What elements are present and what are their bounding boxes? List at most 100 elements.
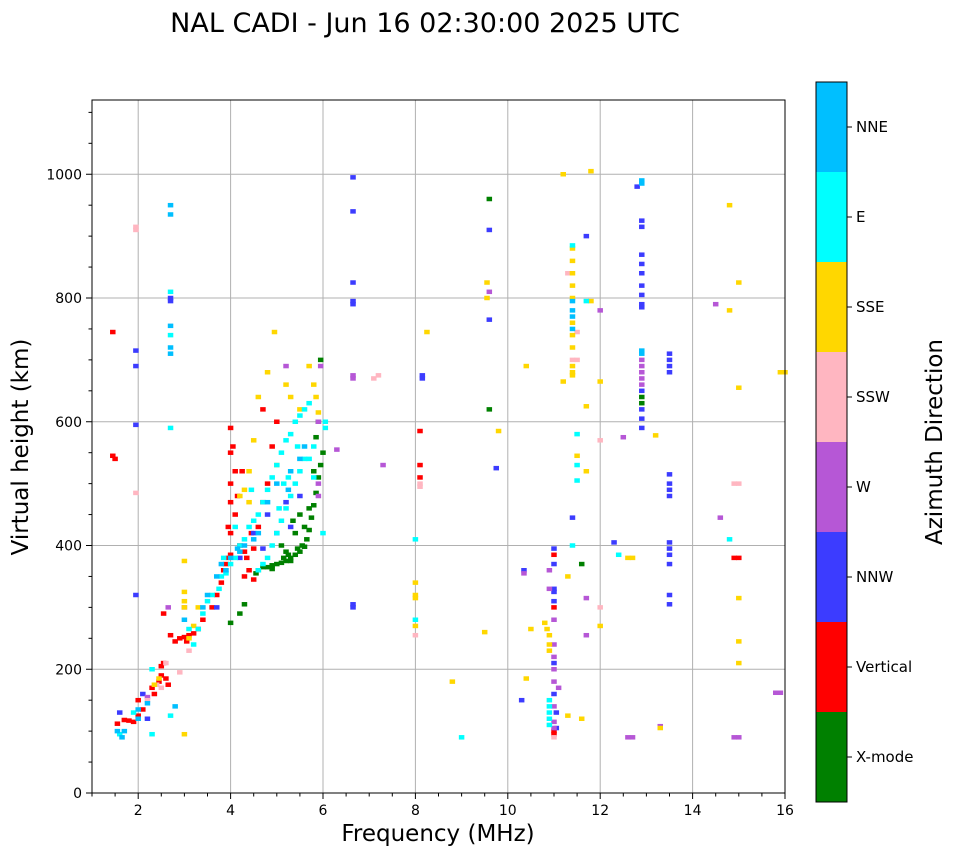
data-point xyxy=(311,475,317,480)
data-point xyxy=(264,499,271,505)
data-point xyxy=(183,639,190,644)
colorbar-swatch-sse xyxy=(816,262,847,352)
data-point xyxy=(666,472,673,477)
data-point xyxy=(486,227,493,233)
data-point xyxy=(736,639,742,644)
data-point xyxy=(181,598,188,604)
data-point xyxy=(227,499,234,505)
data-point xyxy=(241,487,248,493)
data-point xyxy=(518,697,525,703)
data-point xyxy=(736,555,742,561)
data-point xyxy=(264,512,271,517)
data-point xyxy=(276,506,282,511)
data-point xyxy=(424,329,430,335)
data-point xyxy=(204,598,211,604)
data-point xyxy=(773,690,779,696)
data-point xyxy=(241,549,248,554)
data-point xyxy=(569,326,576,332)
data-point xyxy=(639,348,645,353)
data-point xyxy=(320,450,326,455)
data-point xyxy=(565,271,571,276)
data-point xyxy=(578,716,585,721)
data-point xyxy=(160,611,167,616)
colorbar-swatch-e xyxy=(816,172,847,262)
data-point xyxy=(283,363,289,369)
data-point xyxy=(666,546,673,551)
data-point xyxy=(294,546,301,551)
data-point xyxy=(167,351,174,356)
data-point xyxy=(574,357,580,363)
data-point xyxy=(639,363,645,369)
data-point xyxy=(227,620,234,626)
data-point xyxy=(313,490,319,496)
colorbar-swatch-x-mode xyxy=(816,712,847,802)
data-point xyxy=(311,382,317,387)
x-tick-label: 2 xyxy=(134,803,143,819)
data-point xyxy=(177,670,183,675)
data-point xyxy=(283,549,289,554)
data-point xyxy=(241,574,248,579)
data-point xyxy=(551,667,557,672)
data-point xyxy=(639,292,645,298)
data-point xyxy=(227,530,234,536)
data-point xyxy=(412,632,419,638)
data-point xyxy=(484,295,490,301)
data-point xyxy=(190,623,197,629)
data-point xyxy=(301,407,308,412)
data-point xyxy=(110,329,116,335)
data-point xyxy=(283,506,289,511)
data-point xyxy=(130,710,137,715)
data-point xyxy=(574,453,580,459)
data-point xyxy=(569,243,576,248)
data-point xyxy=(172,639,178,644)
data-point xyxy=(167,212,174,217)
data-point xyxy=(777,370,784,375)
data-point xyxy=(269,563,275,568)
data-point xyxy=(726,537,733,542)
colorbar-swatch-ssw xyxy=(816,352,847,442)
data-point xyxy=(165,682,171,687)
data-point xyxy=(419,376,426,381)
data-point xyxy=(306,506,312,511)
data-point xyxy=(177,636,183,641)
data-point xyxy=(317,363,324,369)
data-point xyxy=(250,438,257,443)
data-point xyxy=(237,543,243,548)
series-vertical xyxy=(110,329,742,737)
data-point xyxy=(528,626,534,632)
data-point xyxy=(114,721,121,726)
colorbar-swatch-nnw xyxy=(816,532,847,622)
data-point xyxy=(227,552,234,558)
data-point xyxy=(597,623,603,629)
x-tick-label: 14 xyxy=(684,803,702,819)
data-point xyxy=(583,595,590,601)
data-point xyxy=(260,561,266,567)
data-point xyxy=(666,351,673,356)
data-point xyxy=(287,431,294,437)
data-point xyxy=(181,605,188,610)
data-point xyxy=(260,564,266,570)
data-point xyxy=(186,632,192,638)
data-point xyxy=(234,546,241,551)
data-point xyxy=(269,543,275,548)
data-point xyxy=(551,642,557,647)
data-point xyxy=(133,422,139,428)
data-point xyxy=(666,487,673,493)
data-point xyxy=(569,345,576,350)
data-point xyxy=(639,370,645,375)
data-point xyxy=(634,184,640,189)
data-point xyxy=(163,676,169,681)
data-point xyxy=(167,713,174,718)
grid xyxy=(92,100,785,793)
data-point xyxy=(546,642,553,647)
data-point xyxy=(551,598,557,604)
data-point xyxy=(551,552,557,558)
colorbar-swatch-vertical xyxy=(816,622,847,712)
data-point xyxy=(299,543,305,548)
data-point xyxy=(569,370,576,375)
data-point xyxy=(250,577,257,582)
data-point xyxy=(569,295,576,301)
data-point xyxy=(484,280,490,285)
data-point xyxy=(551,586,557,592)
data-point xyxy=(230,444,236,449)
